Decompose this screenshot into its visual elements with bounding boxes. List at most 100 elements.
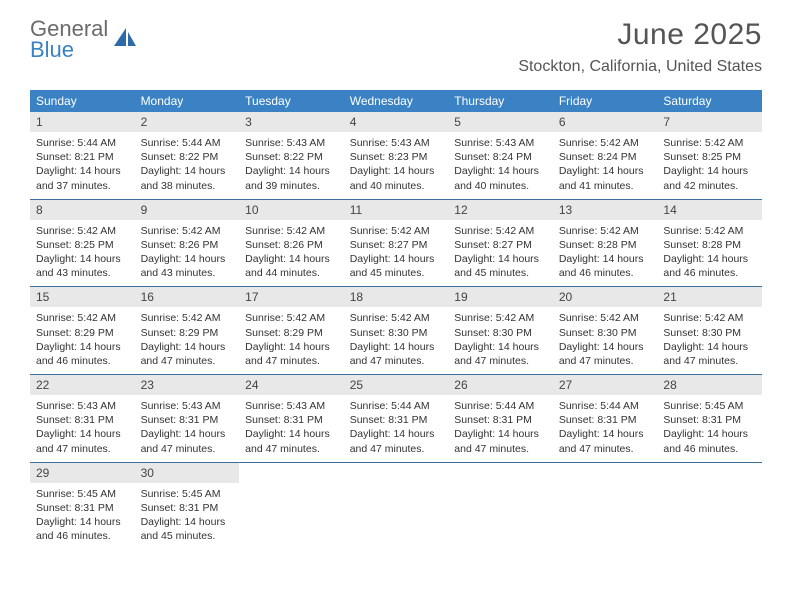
calendar-day-cell: 14Sunrise: 5:42 AMSunset: 8:28 PMDayligh… [657, 200, 762, 287]
calendar-grid: Sunday Monday Tuesday Wednesday Thursday… [30, 90, 762, 549]
calendar-day-cell: 16Sunrise: 5:42 AMSunset: 8:29 PMDayligh… [135, 287, 240, 374]
calendar-day-cell: 3Sunrise: 5:43 AMSunset: 8:22 PMDaylight… [239, 112, 344, 199]
day-number: 10 [239, 200, 344, 220]
day-number: 21 [657, 287, 762, 307]
day-info: Sunrise: 5:42 AMSunset: 8:28 PMDaylight:… [553, 220, 658, 281]
day-number: 6 [553, 112, 658, 132]
day-info: Sunrise: 5:42 AMSunset: 8:28 PMDaylight:… [657, 220, 762, 281]
day-info: Sunrise: 5:43 AMSunset: 8:31 PMDaylight:… [30, 395, 135, 456]
day-number: 11 [344, 200, 449, 220]
calendar-week-row: 15Sunrise: 5:42 AMSunset: 8:29 PMDayligh… [30, 287, 762, 375]
calendar-day-cell: 30Sunrise: 5:45 AMSunset: 8:31 PMDayligh… [135, 463, 240, 550]
calendar-day-cell: 22Sunrise: 5:43 AMSunset: 8:31 PMDayligh… [30, 375, 135, 462]
day-number: 17 [239, 287, 344, 307]
day-info: Sunrise: 5:43 AMSunset: 8:23 PMDaylight:… [344, 132, 449, 193]
calendar-day-cell: 7Sunrise: 5:42 AMSunset: 8:25 PMDaylight… [657, 112, 762, 199]
brand-sail-icon [112, 26, 138, 53]
day-info: Sunrise: 5:43 AMSunset: 8:24 PMDaylight:… [448, 132, 553, 193]
weekday-header: Monday [135, 90, 240, 112]
calendar-day-cell: 19Sunrise: 5:42 AMSunset: 8:30 PMDayligh… [448, 287, 553, 374]
calendar-day-cell: 27Sunrise: 5:44 AMSunset: 8:31 PMDayligh… [553, 375, 658, 462]
calendar-day-cell: 2Sunrise: 5:44 AMSunset: 8:22 PMDaylight… [135, 112, 240, 199]
calendar-week-row: 1Sunrise: 5:44 AMSunset: 8:21 PMDaylight… [30, 112, 762, 200]
calendar-day-cell: 8Sunrise: 5:42 AMSunset: 8:25 PMDaylight… [30, 200, 135, 287]
calendar-day-cell: 4Sunrise: 5:43 AMSunset: 8:23 PMDaylight… [344, 112, 449, 199]
location-text: Stockton, California, United States [518, 58, 762, 76]
day-number: 4 [344, 112, 449, 132]
day-info: Sunrise: 5:42 AMSunset: 8:29 PMDaylight:… [30, 307, 135, 368]
day-number: 13 [553, 200, 658, 220]
calendar-empty-cell [344, 463, 449, 550]
day-number: 23 [135, 375, 240, 395]
calendar-day-cell: 17Sunrise: 5:42 AMSunset: 8:29 PMDayligh… [239, 287, 344, 374]
calendar-day-cell: 6Sunrise: 5:42 AMSunset: 8:24 PMDaylight… [553, 112, 658, 199]
month-title: June 2025 [518, 18, 762, 52]
day-number: 7 [657, 112, 762, 132]
calendar-day-cell: 13Sunrise: 5:42 AMSunset: 8:28 PMDayligh… [553, 200, 658, 287]
calendar-day-cell: 18Sunrise: 5:42 AMSunset: 8:30 PMDayligh… [344, 287, 449, 374]
day-number: 8 [30, 200, 135, 220]
day-info: Sunrise: 5:44 AMSunset: 8:22 PMDaylight:… [135, 132, 240, 193]
brand-logo: General Blue [30, 18, 138, 61]
day-info: Sunrise: 5:43 AMSunset: 8:22 PMDaylight:… [239, 132, 344, 193]
day-info: Sunrise: 5:42 AMSunset: 8:25 PMDaylight:… [657, 132, 762, 193]
day-info: Sunrise: 5:42 AMSunset: 8:30 PMDaylight:… [657, 307, 762, 368]
day-number: 18 [344, 287, 449, 307]
calendar-week-row: 29Sunrise: 5:45 AMSunset: 8:31 PMDayligh… [30, 463, 762, 550]
day-number: 24 [239, 375, 344, 395]
weekday-header: Friday [553, 90, 658, 112]
day-info: Sunrise: 5:43 AMSunset: 8:31 PMDaylight:… [135, 395, 240, 456]
day-info: Sunrise: 5:44 AMSunset: 8:31 PMDaylight:… [553, 395, 658, 456]
calendar-day-cell: 11Sunrise: 5:42 AMSunset: 8:27 PMDayligh… [344, 200, 449, 287]
day-info: Sunrise: 5:42 AMSunset: 8:26 PMDaylight:… [239, 220, 344, 281]
day-info: Sunrise: 5:45 AMSunset: 8:31 PMDaylight:… [657, 395, 762, 456]
day-number: 27 [553, 375, 658, 395]
day-info: Sunrise: 5:42 AMSunset: 8:24 PMDaylight:… [553, 132, 658, 193]
calendar-day-cell: 25Sunrise: 5:44 AMSunset: 8:31 PMDayligh… [344, 375, 449, 462]
brand-line2: Blue [30, 39, 108, 61]
calendar-empty-cell [448, 463, 553, 550]
weekday-header-row: Sunday Monday Tuesday Wednesday Thursday… [30, 90, 762, 112]
calendar-day-cell: 15Sunrise: 5:42 AMSunset: 8:29 PMDayligh… [30, 287, 135, 374]
day-info: Sunrise: 5:44 AMSunset: 8:21 PMDaylight:… [30, 132, 135, 193]
day-number: 3 [239, 112, 344, 132]
day-info: Sunrise: 5:42 AMSunset: 8:30 PMDaylight:… [344, 307, 449, 368]
calendar-day-cell: 10Sunrise: 5:42 AMSunset: 8:26 PMDayligh… [239, 200, 344, 287]
day-number: 14 [657, 200, 762, 220]
day-number: 15 [30, 287, 135, 307]
calendar-empty-cell [657, 463, 762, 550]
day-number: 28 [657, 375, 762, 395]
day-info: Sunrise: 5:44 AMSunset: 8:31 PMDaylight:… [344, 395, 449, 456]
day-number: 12 [448, 200, 553, 220]
day-number: 25 [344, 375, 449, 395]
calendar-day-cell: 23Sunrise: 5:43 AMSunset: 8:31 PMDayligh… [135, 375, 240, 462]
day-info: Sunrise: 5:42 AMSunset: 8:30 PMDaylight:… [553, 307, 658, 368]
day-info: Sunrise: 5:42 AMSunset: 8:30 PMDaylight:… [448, 307, 553, 368]
page-header: General Blue June 2025 Stockton, Califor… [0, 0, 792, 76]
day-info: Sunrise: 5:42 AMSunset: 8:27 PMDaylight:… [344, 220, 449, 281]
day-number: 2 [135, 112, 240, 132]
calendar-day-cell: 24Sunrise: 5:43 AMSunset: 8:31 PMDayligh… [239, 375, 344, 462]
calendar-week-row: 22Sunrise: 5:43 AMSunset: 8:31 PMDayligh… [30, 375, 762, 463]
day-number: 22 [30, 375, 135, 395]
weekday-header: Thursday [448, 90, 553, 112]
day-number: 16 [135, 287, 240, 307]
day-info: Sunrise: 5:42 AMSunset: 8:27 PMDaylight:… [448, 220, 553, 281]
calendar-empty-cell [553, 463, 658, 550]
day-info: Sunrise: 5:43 AMSunset: 8:31 PMDaylight:… [239, 395, 344, 456]
calendar-week-row: 8Sunrise: 5:42 AMSunset: 8:25 PMDaylight… [30, 200, 762, 288]
day-info: Sunrise: 5:42 AMSunset: 8:26 PMDaylight:… [135, 220, 240, 281]
calendar-day-cell: 28Sunrise: 5:45 AMSunset: 8:31 PMDayligh… [657, 375, 762, 462]
day-info: Sunrise: 5:42 AMSunset: 8:29 PMDaylight:… [135, 307, 240, 368]
day-number: 26 [448, 375, 553, 395]
calendar-day-cell: 26Sunrise: 5:44 AMSunset: 8:31 PMDayligh… [448, 375, 553, 462]
calendar-day-cell: 21Sunrise: 5:42 AMSunset: 8:30 PMDayligh… [657, 287, 762, 374]
day-number: 29 [30, 463, 135, 483]
calendar-day-cell: 12Sunrise: 5:42 AMSunset: 8:27 PMDayligh… [448, 200, 553, 287]
weekday-header: Wednesday [344, 90, 449, 112]
calendar-day-cell: 20Sunrise: 5:42 AMSunset: 8:30 PMDayligh… [553, 287, 658, 374]
day-info: Sunrise: 5:45 AMSunset: 8:31 PMDaylight:… [135, 483, 240, 544]
day-info: Sunrise: 5:44 AMSunset: 8:31 PMDaylight:… [448, 395, 553, 456]
day-number: 5 [448, 112, 553, 132]
title-block: June 2025 Stockton, California, United S… [518, 18, 762, 76]
